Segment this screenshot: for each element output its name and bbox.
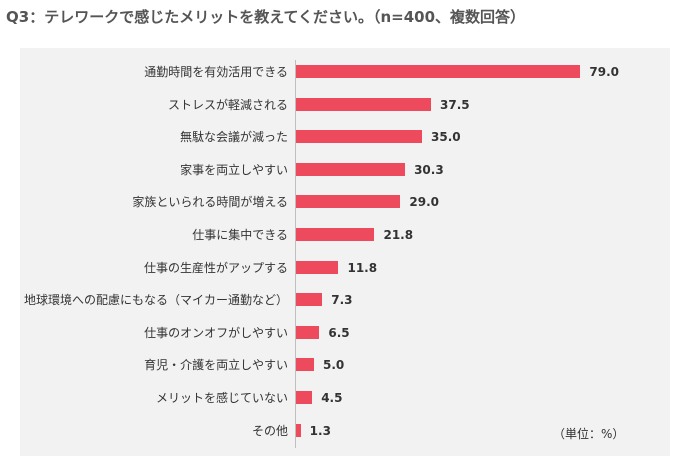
unit-note: （単位：%） bbox=[553, 427, 625, 441]
bar bbox=[296, 391, 313, 404]
bar-row: 仕事に集中できる 21.8 bbox=[0, 219, 692, 251]
bar bbox=[296, 325, 320, 339]
category-label: 仕事に集中できる bbox=[192, 228, 288, 242]
category-label: 育児・介護を両立しやすい bbox=[144, 358, 288, 373]
category-label: メリットを感じていない bbox=[155, 391, 288, 405]
bar-row: 無駄な会議が減った 35.0 bbox=[0, 121, 692, 153]
bar bbox=[296, 228, 375, 241]
value-label: 4.5 bbox=[321, 391, 343, 405]
bar-row: メリットを感じていない 4.5 bbox=[0, 382, 692, 414]
category-label: 仕事のオンオフがしやすい bbox=[144, 325, 288, 340]
chart-title: Q3：テレワークで感じたメリットを教えてください。（n=400、複数回答） bbox=[6, 8, 526, 26]
value-label: 37.5 bbox=[440, 97, 470, 112]
category-label: 家事を両立しやすい bbox=[180, 162, 288, 177]
bar bbox=[296, 97, 431, 111]
bar-row: 家事を両立しやすい 30.3 bbox=[0, 154, 692, 186]
value-label: 21.8 bbox=[383, 228, 414, 242]
bar bbox=[296, 293, 323, 307]
value-label: 5.0 bbox=[323, 358, 345, 373]
bar bbox=[296, 195, 401, 209]
bar-row: 仕事の生産性がアップする 11.8 bbox=[0, 252, 692, 284]
bar bbox=[296, 260, 339, 274]
value-label: 79.0 bbox=[589, 65, 619, 79]
value-label: 29.0 bbox=[409, 195, 439, 210]
category-label: 通勤時間を有効活用できる bbox=[144, 65, 288, 79]
bar bbox=[296, 65, 581, 78]
category-label: その他 bbox=[251, 423, 288, 438]
category-axis bbox=[295, 60, 296, 448]
bar-row: 地球環境への配慮にもなる（マイカー通勤など） 7.3 bbox=[0, 284, 692, 316]
category-label: 家族といられる時間が増える bbox=[132, 195, 288, 210]
bar-row: その他 1.3 bbox=[0, 415, 692, 447]
bar-row: 育児・介護を両立しやすい 5.0 bbox=[0, 349, 692, 381]
bar bbox=[296, 130, 422, 144]
bar bbox=[296, 162, 406, 176]
bar-row: 通勤時間を有効活用できる 79.0 bbox=[0, 56, 692, 88]
category-label: 地球環境への配慮にもなる（マイカー通勤など） bbox=[23, 293, 288, 308]
value-label: 30.3 bbox=[414, 162, 444, 177]
category-label: ストレスが軽減される bbox=[167, 97, 288, 112]
bar-row: 家族といられる時間が増える 29.0 bbox=[0, 186, 692, 218]
bar-row: ストレスが軽減される 37.5 bbox=[0, 89, 692, 121]
bar bbox=[296, 423, 301, 437]
value-label: 35.0 bbox=[431, 130, 461, 145]
value-label: 11.8 bbox=[347, 260, 378, 275]
bar bbox=[296, 358, 314, 372]
value-label: 6.5 bbox=[328, 325, 350, 340]
bar-row: 仕事のオンオフがしやすい 6.5 bbox=[0, 317, 692, 349]
category-label: 無駄な会議が減った bbox=[179, 130, 288, 145]
chart-panel bbox=[20, 48, 670, 456]
value-label: 7.3 bbox=[331, 293, 353, 308]
category-label: 仕事の生産性がアップする bbox=[143, 260, 288, 275]
value-label: 1.3 bbox=[309, 423, 331, 438]
